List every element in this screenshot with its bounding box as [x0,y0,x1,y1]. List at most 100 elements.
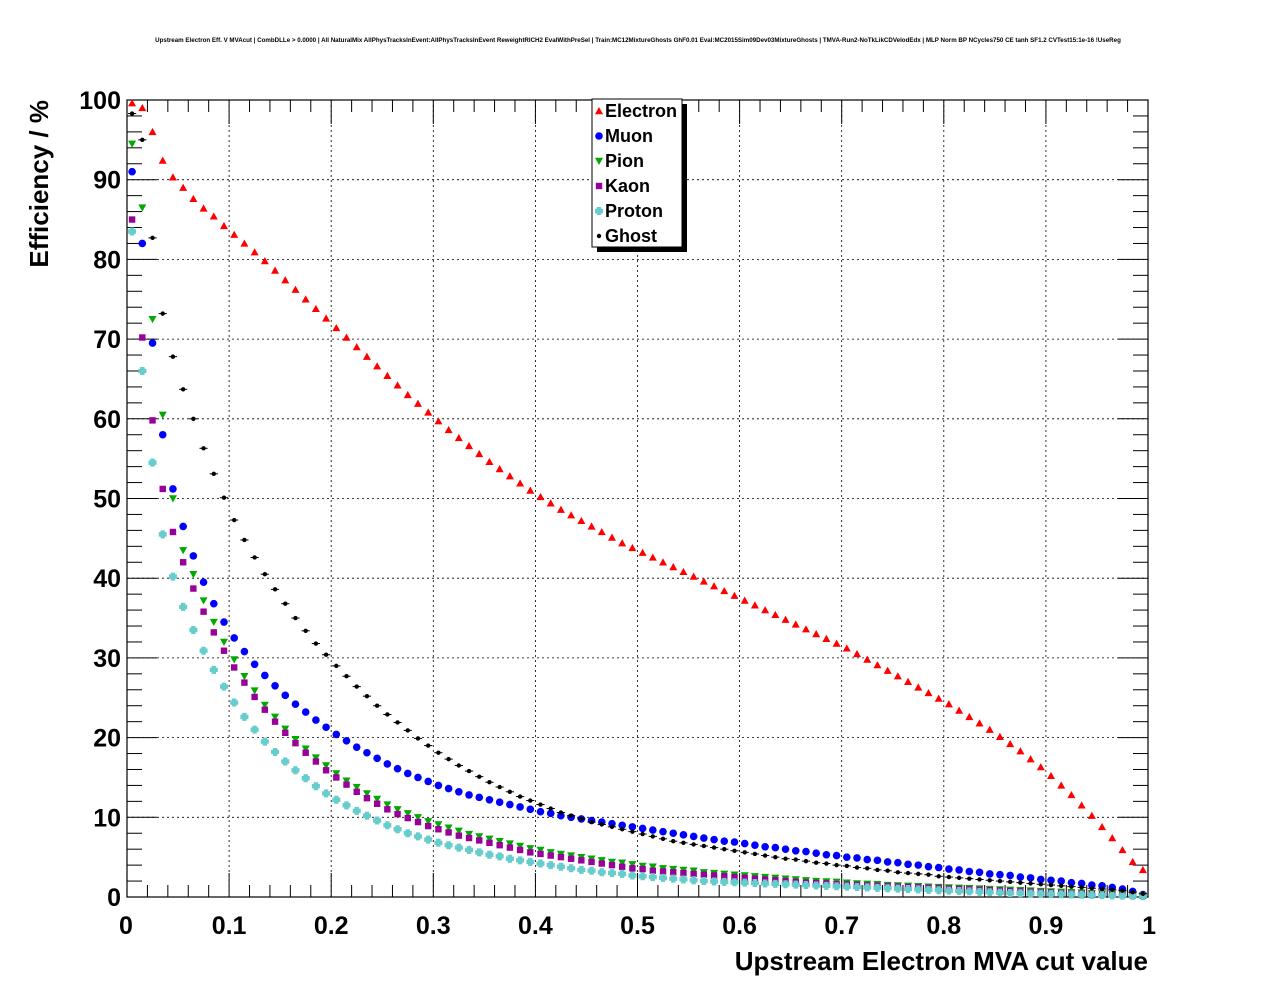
data-point [618,869,627,878]
data-point [179,183,188,191]
data-point [1079,885,1084,890]
data-point [791,620,800,628]
data-point [179,602,188,611]
data-point [180,387,186,392]
data-point [475,848,484,857]
data-point [454,433,463,442]
data-point [220,618,228,626]
legend-label: Proton [605,201,663,221]
data-point [487,780,492,785]
data-point [536,492,545,501]
data-point [323,652,329,657]
data-point [292,739,299,747]
data-point [638,824,647,833]
data-point [128,167,136,176]
data-point [271,718,279,725]
data-point [822,881,831,890]
data-point [301,295,310,303]
data-point [832,639,841,647]
data-point [965,712,974,721]
data-point [262,572,268,577]
data-point [1048,882,1054,888]
data-point [628,543,637,552]
data-point [374,703,380,708]
data-point [444,425,453,434]
data-point [138,366,147,375]
data-point [148,339,157,347]
data-point [352,343,361,351]
data-point [383,801,392,809]
data-point [834,862,839,868]
data-point [822,634,831,642]
data-point [628,823,637,831]
data-point [506,844,514,851]
data-point [700,871,708,878]
data-point [250,687,259,695]
data-point [536,846,545,854]
x-tick-label: 0.7 [824,912,859,940]
data-point [434,781,443,790]
data-point [403,810,412,818]
data-point [456,763,462,768]
data-point [648,873,657,882]
data-point [1016,747,1025,755]
data-point [1108,834,1117,842]
data-point [822,850,831,859]
data-point [505,840,514,848]
legend: Electron Muon Pion Kaon Proton Ghost [591,98,687,252]
data-point [597,868,606,877]
data-point [363,748,371,757]
data-point [1057,781,1066,789]
data-point [944,700,953,708]
data-point [730,878,739,887]
data-point [271,713,280,721]
data-point [516,479,525,487]
data-point [129,111,135,116]
y-tick-label: 80 [93,246,121,274]
data-point [985,725,994,733]
data-point [190,585,197,592]
data-point [639,865,646,873]
data-point [740,596,749,604]
data-point [996,870,1004,879]
axis-ticks [126,99,1149,898]
data-point [139,334,146,341]
data-point [751,841,759,849]
data-point [628,861,637,869]
data-point [209,665,218,674]
data-point [1098,882,1106,890]
data-point [842,882,851,891]
data-point [526,845,535,853]
x-tick-label: 0.2 [314,912,349,940]
data-point [384,806,391,813]
data-point [465,834,473,842]
data-point [546,809,555,818]
data-point [914,885,923,894]
data-point [261,671,269,680]
data-point [219,682,228,691]
data-point [607,533,616,541]
data-point [742,850,747,855]
data-point [352,783,361,792]
data-point [383,371,392,379]
data-point [1038,882,1043,887]
data-point [169,528,177,536]
data-point [741,874,748,882]
data-point [168,495,177,503]
data-point [771,610,780,619]
data-point [260,256,269,265]
data-point [1069,884,1074,889]
data-point [618,859,627,867]
data-point [1036,763,1045,771]
data-point [995,888,1004,897]
data-point [904,677,913,686]
data-point [1067,878,1076,887]
data-point [313,641,319,646]
data-point [362,790,371,798]
x-tick-labels: 0 0.1 0.2 0.3 0.4 0.5 0.6 0.7 0.8 0.9 1 [119,912,1156,940]
data-point [1006,739,1015,748]
x-tick-label: 0.9 [1029,912,1064,940]
data-point [914,861,923,869]
legend-marker [595,157,603,165]
data-point [424,777,432,786]
